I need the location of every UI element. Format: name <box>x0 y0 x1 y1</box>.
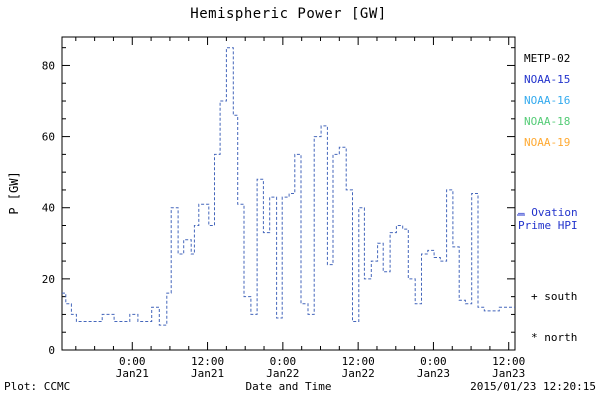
legend-item-metp-02: METP-02 <box>524 52 571 65</box>
y-tick-label: 60 <box>42 131 55 144</box>
ovation-prime-hpi-label: – Ovation Prime HPI <box>518 206 578 232</box>
x-tick-time-label: 12:00 <box>191 355 224 368</box>
x-tick-time-label: 0:00 <box>420 355 447 368</box>
satellite-legend: METP-02 NOAA-15 NOAA-16 NOAA-18 NOAA-19 <box>524 48 570 153</box>
x-tick-date-label: Jan23 <box>492 367 525 380</box>
x-tick-date-label: Jan23 <box>417 367 450 380</box>
y-tick-label: 0 <box>48 344 55 357</box>
south-marker-key: + south <box>531 290 578 303</box>
y-tick-label: 20 <box>42 273 55 286</box>
chart-title: Hemispheric Power [GW] <box>190 6 387 22</box>
plot-timestamp: 2015/01/23 12:20:15 <box>470 380 596 393</box>
y-tick-label: 40 <box>42 202 55 215</box>
x-tick-time-label: 12:00 <box>492 355 525 368</box>
x-tick-date-label: Jan22 <box>266 367 299 380</box>
x-tick-date-label: Jan22 <box>342 367 375 380</box>
x-tick-date-label: Jan21 <box>191 367 224 380</box>
legend-item-noaa-15: NOAA-15 <box>524 73 571 86</box>
x-tick-time-label: 12:00 <box>342 355 375 368</box>
legend-item-noaa-19: NOAA-19 <box>524 136 571 149</box>
ovation-hpi-step-line <box>62 47 515 326</box>
north-marker-key: * north <box>531 331 578 344</box>
ovation-label-line2: Prime HPI <box>518 219 578 232</box>
x-tick-time-label: 0:00 <box>119 355 146 368</box>
x-tick-date-label: Jan21 <box>116 367 149 380</box>
y-tick-label: 80 <box>42 59 55 72</box>
ovation-label-line1: – Ovation <box>518 206 578 219</box>
legend-item-noaa-18: NOAA-18 <box>524 115 571 128</box>
plot-frame <box>61 36 516 351</box>
x-tick-time-label: 0:00 <box>270 355 297 368</box>
legend-item-noaa-16: NOAA-16 <box>524 94 571 107</box>
x-axis-label: Date and Time <box>245 380 332 393</box>
plot-credit: Plot: CCMC <box>4 380 71 393</box>
